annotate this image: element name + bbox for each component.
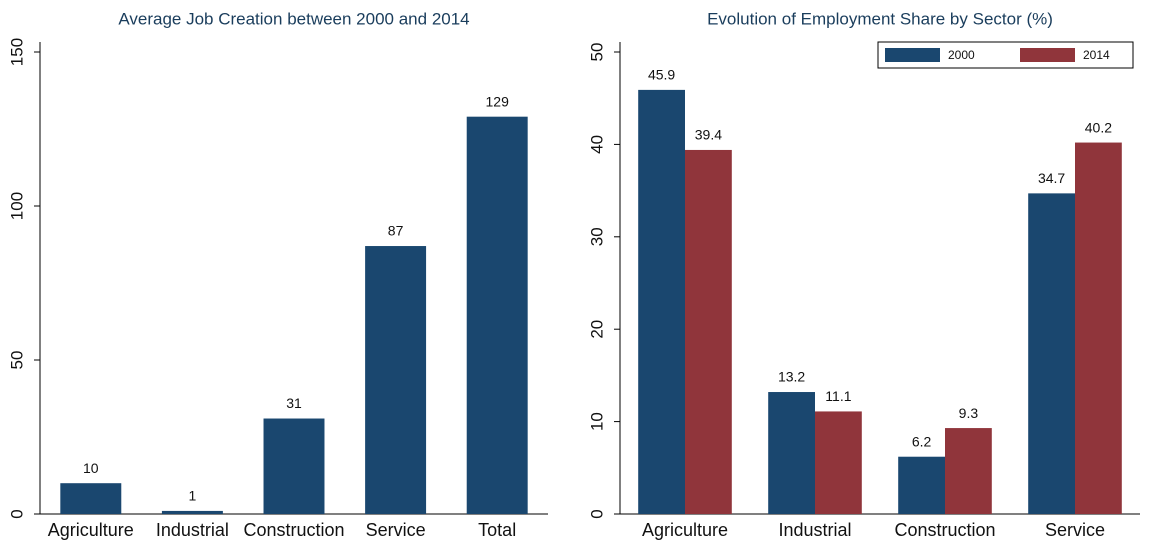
y-tick-label: 20 bbox=[587, 320, 606, 339]
value-label: 45.9 bbox=[648, 67, 675, 83]
bar bbox=[161, 510, 223, 514]
x-tick-label: Agriculture bbox=[48, 520, 134, 540]
bar bbox=[945, 428, 992, 514]
bar bbox=[898, 456, 945, 514]
value-label: 31 bbox=[286, 395, 302, 411]
value-label: 40.2 bbox=[1085, 119, 1112, 135]
bar bbox=[1028, 193, 1075, 514]
value-label: 10 bbox=[83, 460, 99, 476]
bar bbox=[638, 89, 685, 514]
y-tick-label: 50 bbox=[7, 351, 26, 370]
x-tick-label: Construction bbox=[243, 520, 344, 540]
y-tick-label: 40 bbox=[587, 135, 606, 154]
chart-title: Evolution of Employment Share by Sector … bbox=[707, 9, 1053, 28]
value-label: 9.3 bbox=[959, 405, 979, 421]
value-label: 87 bbox=[388, 223, 404, 239]
y-tick-label: 0 bbox=[587, 509, 606, 518]
legend-swatch bbox=[1020, 48, 1075, 62]
bar bbox=[466, 116, 528, 515]
x-tick-label: Total bbox=[478, 520, 516, 540]
value-label: 129 bbox=[486, 93, 510, 109]
bar bbox=[768, 392, 815, 514]
chart-title: Average Job Creation between 2000 and 20… bbox=[118, 9, 469, 28]
y-tick-label: 50 bbox=[587, 43, 606, 62]
y-tick-label: 10 bbox=[587, 412, 606, 431]
x-tick-label: Service bbox=[366, 520, 426, 540]
x-tick-label: Service bbox=[1045, 520, 1105, 540]
y-tick-label: 0 bbox=[7, 509, 26, 518]
bar bbox=[685, 149, 732, 514]
bar bbox=[1075, 142, 1122, 514]
value-label: 13.2 bbox=[778, 369, 805, 385]
x-tick-label: Industrial bbox=[156, 520, 229, 540]
value-label: 11.1 bbox=[825, 388, 851, 404]
value-label: 39.4 bbox=[695, 127, 722, 143]
bar bbox=[365, 246, 427, 515]
y-tick-label: 100 bbox=[7, 192, 26, 220]
x-tick-label: Construction bbox=[894, 520, 995, 540]
x-tick-label: Agriculture bbox=[642, 520, 728, 540]
bar bbox=[60, 483, 122, 514]
bar bbox=[815, 411, 862, 514]
value-label: 1 bbox=[189, 488, 197, 504]
bar bbox=[263, 418, 325, 514]
y-tick-label: 150 bbox=[7, 38, 26, 66]
legend-label: 2014 bbox=[1083, 48, 1110, 62]
x-tick-label: Industrial bbox=[778, 520, 851, 540]
value-label: 34.7 bbox=[1038, 170, 1065, 186]
legend-swatch bbox=[885, 48, 940, 62]
legend-label: 2000 bbox=[948, 48, 975, 62]
value-label: 6.2 bbox=[912, 433, 932, 449]
y-tick-label: 30 bbox=[587, 227, 606, 246]
